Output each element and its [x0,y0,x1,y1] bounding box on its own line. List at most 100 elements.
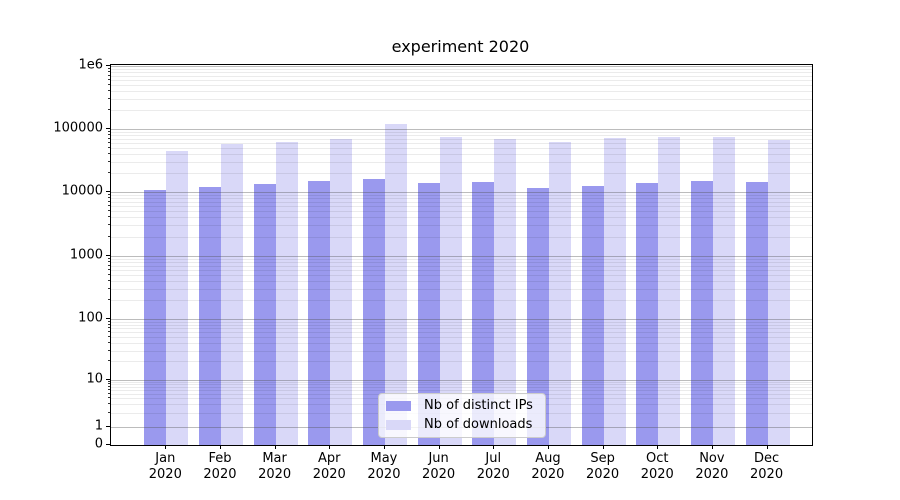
x-tick-mark [219,445,221,449]
y-minor-tick-mark [107,109,110,111]
bar-nb-of-downloads-oct [658,137,681,445]
legend-item-downloads: Nb of downloads [379,417,545,433]
y-minor-tick-mark [107,327,110,329]
y-tick-mark [106,378,110,380]
x-tick-mark [438,445,440,449]
y-tick-mark [106,128,110,129]
bar-nb-of-downloads-jul [494,138,517,445]
bar-nb-of-downloads-feb [220,144,243,445]
x-tick-label-oct: Oct 2020 [640,451,674,482]
y-minor-tick-mark [107,320,110,322]
y-tick-label: 0 [94,436,103,452]
x-tick-label-sep: Sep 2020 [586,451,620,482]
y-minor-tick-mark [107,224,110,226]
y-tick-label: 10000 [61,183,103,199]
y-minor-tick-mark [107,383,110,385]
y-tick-mark [106,444,110,445]
y-minor-tick-mark [107,264,110,266]
x-tick-mark [711,445,713,449]
x-tick-label-mar: Mar 2020 [258,451,292,482]
bar-nb-of-distinct-ips-feb [198,187,221,445]
y-minor-tick-mark [107,172,110,174]
bar-nb-of-downloads-jun [439,136,462,445]
downloads-swatch-icon [386,420,411,430]
y-minor-tick-mark [107,141,110,143]
y-minor-tick-mark [107,71,110,73]
bar-nb-of-distinct-ips-dec [745,181,768,445]
y-minor-tick-mark [107,197,110,199]
bar-nb-of-downloads-aug [548,142,571,445]
bar-nb-of-distinct-ips-mar [253,184,276,445]
y-tick-mark [106,191,110,192]
x-tick-label-jun: Jun 2020 [422,451,456,482]
y-minor-tick-mark [107,235,110,237]
y-minor-tick-mark [107,268,110,270]
y-minor-tick-mark [107,411,110,413]
y-minor-tick-mark [107,392,110,394]
y-minor-tick-mark [107,216,110,218]
y-minor-tick-mark [107,280,110,282]
y-tick-mark [106,426,110,427]
distinct-ips-swatch-icon [386,401,411,411]
y-minor-tick-mark [107,210,110,212]
x-tick-label-dec: Dec 2020 [750,451,784,482]
bar-nb-of-downloads-mar [275,141,298,445]
bar-nb-of-distinct-ips-jan [144,189,167,445]
x-tick-label-jan: Jan 2020 [148,451,182,482]
bar-nb-of-distinct-ips-jul [472,182,495,445]
y-minor-tick-mark [107,200,110,202]
y-minor-tick-mark [107,380,110,382]
y-minor-tick-mark [107,349,110,351]
bar-nb-of-downloads-nov [712,137,735,445]
y-tick-mark [106,65,110,66]
y-minor-tick-mark [107,67,110,69]
y-minor-tick-mark [107,205,110,207]
bar-nb-of-downloads-sep [603,137,626,445]
y-minor-tick-mark [107,273,110,275]
y-minor-tick-mark [107,193,110,195]
bar-nb-of-distinct-ips-jun [417,182,440,445]
x-tick-label-nov: Nov 2020 [695,451,729,482]
bar-nb-of-distinct-ips-sep [581,186,604,445]
y-minor-tick-mark [107,397,110,399]
y-minor-tick-mark [107,74,110,76]
bar-nb-of-downloads-dec [767,139,790,445]
y-minor-tick-mark [107,97,110,99]
legend-item-distinct-ips: Nb of distinct IPs [379,398,545,414]
y-minor-tick-mark [107,261,110,263]
y-tick-label: 1e6 [78,57,103,73]
plot-area [110,64,813,446]
bar-nb-of-downloads-jan [166,151,189,445]
x-tick-label-feb: Feb 2020 [203,451,237,482]
bar-nb-of-distinct-ips-may [362,179,385,445]
y-tick-mark [106,318,110,319]
x-tick-label-apr: Apr 2020 [312,451,346,482]
y-minor-tick-mark [107,130,110,132]
y-tick-label: 100000 [53,120,103,136]
y-minor-tick-mark [107,257,110,259]
y-minor-tick-mark [107,331,110,333]
bar-nb-of-distinct-ips-nov [690,180,713,445]
y-minor-tick-mark [107,137,110,139]
x-tick-mark [657,445,659,449]
bar-nb-of-downloads-apr [330,138,353,445]
y-minor-tick-mark [107,385,110,387]
legend-label: Nb of distinct IPs [424,398,533,413]
y-tick-label: 100 [78,310,103,326]
y-tick-label: 1000 [69,247,103,263]
x-tick-label-aug: Aug 2020 [531,451,565,482]
y-tick-label: 1 [94,418,103,434]
y-minor-tick-mark [107,153,110,155]
bar-nb-of-downloads-may [384,124,407,445]
y-minor-tick-mark [107,389,110,391]
y-minor-tick-mark [107,299,110,301]
bar-nb-of-distinct-ips-oct [636,182,659,445]
bar-nb-of-distinct-ips-apr [308,180,331,445]
y-minor-tick-mark [107,90,110,92]
y-minor-tick-mark [107,287,110,289]
y-tick-label: 10 [86,371,103,386]
x-tick-mark [165,445,167,449]
y-minor-tick-mark [107,134,110,136]
x-tick-label-may: May 2020 [367,451,401,482]
